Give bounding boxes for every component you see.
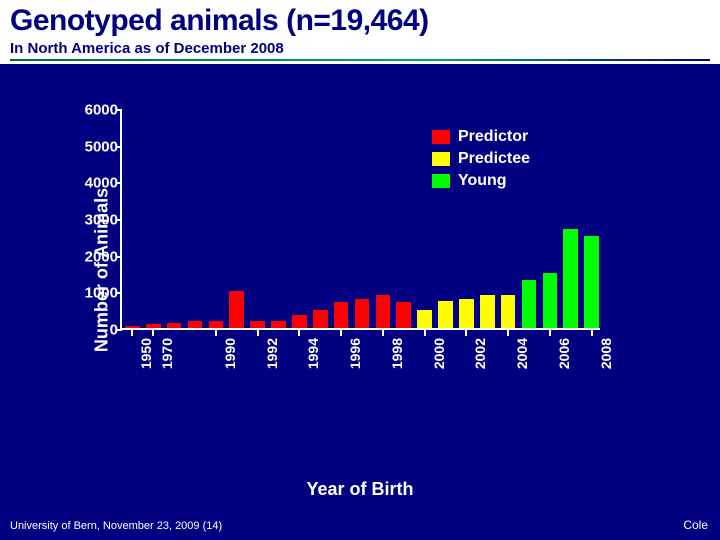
x-tick-label: 1990 [222, 338, 238, 369]
x-tick-label: 2000 [431, 338, 447, 369]
y-tick-label: 2000 [74, 248, 118, 265]
bar [292, 315, 307, 328]
bar [584, 236, 599, 328]
bar [522, 280, 537, 328]
x-tick-label: 2006 [556, 338, 572, 369]
y-tick-mark [116, 182, 122, 184]
x-tick-mark [215, 330, 217, 336]
x-tick-label: 1950 [138, 338, 154, 369]
bar [146, 324, 161, 328]
legend-swatch [432, 152, 450, 166]
bar [376, 295, 391, 328]
x-tick-mark [257, 330, 259, 336]
bar [543, 273, 558, 328]
x-tick-mark [152, 330, 154, 336]
title-block: Genotyped animals (n=19,464) In North Am… [0, 0, 720, 59]
x-tick-label: 2004 [514, 338, 530, 369]
y-tick-mark [116, 146, 122, 148]
bar [563, 229, 578, 328]
x-tick-mark [591, 330, 593, 336]
x-tick-label: 1994 [305, 338, 321, 369]
y-tick-label: 4000 [74, 175, 118, 192]
page-title: Genotyped animals (n=19,464) [10, 4, 710, 38]
legend-label: Predictee [458, 150, 530, 168]
x-tick-label: 1998 [389, 338, 405, 369]
plot-area: PredictorPredicteeYoung 0100020003000400… [120, 110, 600, 330]
footer-right: Cole [683, 518, 708, 532]
x-tick-mark [298, 330, 300, 336]
y-tick-label: 0 [74, 322, 118, 339]
bar [417, 310, 432, 328]
x-tick-mark [465, 330, 467, 336]
legend-item: Predictee [432, 150, 530, 168]
bar [396, 302, 411, 328]
title-underline [10, 59, 710, 61]
x-tick-mark [507, 330, 509, 336]
x-tick-label: 1992 [264, 338, 280, 369]
y-tick-mark [116, 219, 122, 221]
x-axis-label: Year of Birth [80, 479, 640, 500]
bar [355, 299, 370, 328]
x-tick-mark [424, 330, 426, 336]
chart: Number of Animals PredictorPredicteeYoun… [80, 110, 640, 430]
x-tick-mark [131, 330, 133, 336]
x-tick-label: 1996 [347, 338, 363, 369]
bar [209, 321, 224, 328]
bar [480, 295, 495, 328]
x-tick-label: 2002 [472, 338, 488, 369]
y-tick-mark [116, 109, 122, 111]
legend-swatch [432, 130, 450, 144]
bar [501, 295, 516, 328]
legend-item: Predictor [432, 128, 530, 146]
page-subtitle: In North America as of December 2008 [10, 40, 710, 57]
bar [167, 323, 182, 329]
bar [438, 301, 453, 329]
x-tick-label: 1970 [159, 338, 175, 369]
bar [188, 321, 203, 328]
x-tick-mark [549, 330, 551, 336]
x-tick-mark [340, 330, 342, 336]
legend-item: Young [432, 172, 530, 190]
y-tick-label: 1000 [74, 285, 118, 302]
y-tick-label: 5000 [74, 138, 118, 155]
bar [334, 302, 349, 328]
bar [313, 310, 328, 328]
x-tick-label: 2008 [598, 338, 614, 369]
legend-swatch [432, 174, 450, 188]
bar [229, 291, 244, 328]
legend-label: Predictor [458, 128, 528, 146]
bar [459, 299, 474, 328]
bar [250, 321, 265, 328]
y-tick-mark [116, 329, 122, 331]
x-tick-mark [382, 330, 384, 336]
legend: Predictor Predictee Young [432, 128, 530, 194]
title-underline-wrap [0, 59, 720, 64]
y-tick-label: 3000 [74, 212, 118, 229]
bar [125, 326, 140, 328]
y-tick-mark [116, 256, 122, 258]
legend-label: Young [458, 172, 507, 190]
footer-left: University of Bern, November 23, 2009 (1… [10, 520, 222, 532]
y-tick-label: 6000 [74, 102, 118, 119]
y-tick-mark [116, 292, 122, 294]
bar [271, 321, 286, 328]
